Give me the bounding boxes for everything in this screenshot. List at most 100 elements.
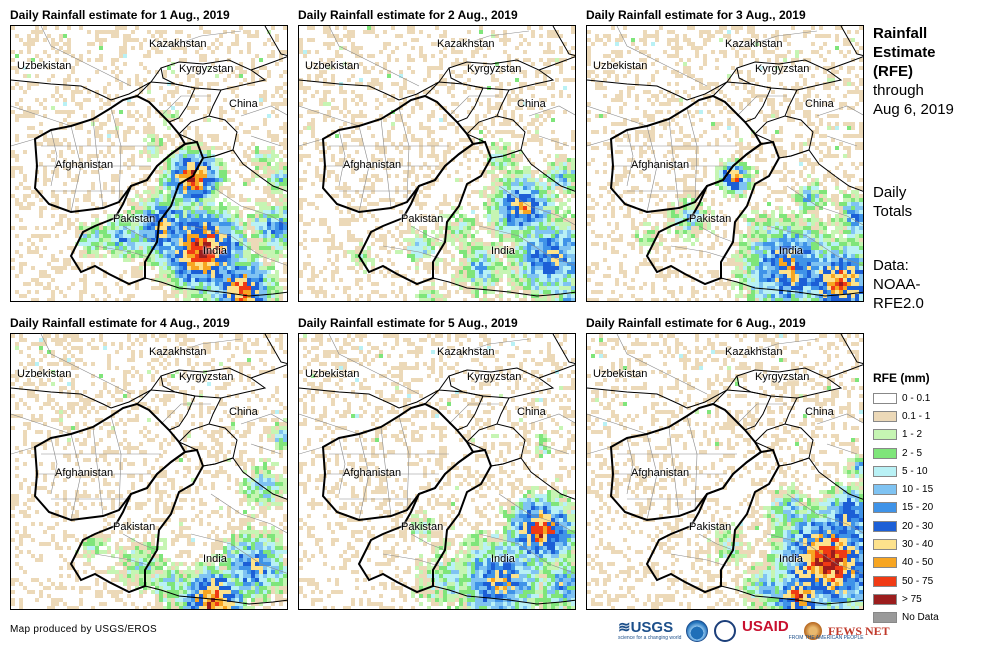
country-border-indiaN (778, 149, 863, 192)
legend-label: 1 - 2 (902, 429, 923, 441)
country-border-india2 (720, 585, 863, 605)
admin-boundary (746, 30, 818, 47)
admin-boundary (478, 225, 575, 266)
country-label-afghanistan: Afghanistan (343, 159, 402, 171)
rainfall-map (587, 26, 863, 301)
legend-swatch (873, 539, 897, 551)
country-border-kaz (686, 375, 738, 409)
usaid-logo: USAID FROM THE AMERICAN PEOPLE (742, 618, 864, 641)
rainfall-pixels (11, 334, 287, 609)
admin-boundary (668, 118, 680, 209)
admin-boundary (122, 225, 158, 243)
country-label-india: India (779, 245, 803, 257)
admin-boundary (616, 26, 708, 87)
country-label-afghanistan: Afghanistan (55, 159, 114, 171)
admin-boundary (698, 225, 734, 243)
admin-boundary (190, 533, 287, 574)
admin-boundary (458, 338, 530, 355)
admin-boundary (498, 493, 575, 534)
country-border-kashmir (178, 115, 238, 159)
country-border-tajik (712, 389, 772, 431)
legend-label: No Data (902, 612, 939, 624)
country-border-indiaN (490, 457, 575, 500)
admin-boundary (94, 245, 152, 259)
legend: 0 - 0.1 0.1 - 1 1 - 2 2 - 5 5 - 10 10 - 15 15 … (873, 389, 939, 627)
legend-item: > 75 (873, 590, 939, 608)
country-border-chinaW (538, 364, 575, 379)
country-label-kyrgyzstan: Kyrgyzstan (755, 63, 810, 75)
country-label-kazakhstan: Kazakhstan (437, 38, 495, 50)
legend-label: 2 - 5 (902, 447, 923, 459)
legend-swatch (873, 612, 897, 624)
country-label-kyrgyzstan: Kyrgyzstan (179, 63, 234, 75)
admin-boundary (616, 334, 708, 395)
country-label-uzbekistan: Uzbekistan (593, 368, 648, 380)
admin-boundary (338, 129, 346, 187)
admin-boundary (160, 95, 211, 117)
admin-boundary (587, 413, 648, 435)
admin-boundary (587, 446, 612, 455)
admin-boundary (410, 225, 446, 243)
legend-title: RFE (mm) (873, 371, 930, 385)
country-border-kaz2 (264, 334, 287, 365)
country-border-kaz (110, 67, 162, 101)
country-border-pakistan (357, 140, 493, 286)
data-source-note: Data: NOAA- RFE2.0 (873, 257, 924, 312)
admin-boundary (250, 443, 282, 455)
admin-boundary (528, 105, 575, 117)
legend-swatch (873, 575, 897, 587)
country-border-chinaW (250, 56, 287, 71)
country-border-india2 (720, 277, 863, 297)
country-label-china: China (805, 406, 834, 418)
fewsnet-logo: FEWS NET (828, 623, 890, 638)
country-border-uzb (11, 79, 112, 101)
admin-boundary (528, 413, 575, 425)
country-label-pakistan: Pakistan (689, 521, 732, 533)
country-border-india2 (432, 277, 575, 297)
country-border-tajik (424, 389, 484, 431)
legend-item: 50 - 75 (873, 572, 939, 590)
legend-label: > 75 (902, 593, 922, 605)
admin-boundary (410, 533, 446, 551)
country-border-kashmir (754, 115, 814, 159)
admin-boundary (766, 533, 863, 574)
legend-item: 30 - 40 (873, 535, 939, 553)
rainfall-pixels (11, 26, 287, 301)
panel-title-6: Daily Rainfall estimate for 6 Aug., 2019 (586, 316, 806, 330)
panel-title-4: Daily Rainfall estimate for 4 Aug., 2019 (10, 316, 230, 330)
rainfall-map-panel-5: Kazakhstan Uzbekistan Kyrgyzstan China Afgha… (298, 333, 576, 610)
admin-boundary (736, 403, 787, 425)
country-label-afghanistan: Afghanistan (55, 467, 114, 479)
logo-strip: ≋USGS science for a changing world USAID… (618, 618, 890, 644)
country-label-kyrgyzstan: Kyrgyzstan (467, 63, 522, 75)
country-label-uzbekistan: Uzbekistan (305, 60, 360, 72)
country-border-kaz2 (264, 26, 287, 57)
admin-boundary (94, 553, 152, 567)
country-border-indiaN (202, 149, 287, 192)
country-border-kashmir (466, 115, 526, 159)
country-label-china: China (229, 98, 258, 110)
legend-swatch (873, 447, 897, 459)
rainfall-map (11, 334, 287, 609)
rainfall-map-panel-6: Kazakhstan Uzbekistan Kyrgyzstan China Afgha… (586, 333, 864, 610)
country-border-kashmir (466, 423, 526, 467)
country-label-pakistan: Pakistan (113, 521, 156, 533)
country-label-uzbekistan: Uzbekistan (17, 60, 72, 72)
legend-label: 5 - 10 (902, 465, 928, 477)
country-border-kyrg (736, 367, 843, 399)
admin-boundary (50, 437, 58, 495)
admin-boundary (448, 95, 499, 117)
panel-title-3: Daily Rainfall estimate for 3 Aug., 2019 (586, 8, 806, 22)
admin-boundary (448, 403, 499, 425)
admin-boundary (458, 30, 530, 47)
country-border-pakistan (645, 140, 781, 286)
country-label-kyrgyzstan: Kyrgyzstan (755, 371, 810, 383)
admin-boundary (538, 443, 570, 455)
legend-item: 5 - 10 (873, 462, 939, 480)
legend-swatch (873, 484, 897, 496)
admin-boundary (122, 533, 158, 551)
admin-boundary (826, 135, 858, 147)
daily-totals-note: Daily Totals (873, 184, 913, 220)
country-border-tajik (136, 81, 196, 123)
country-border-india2 (144, 277, 287, 297)
